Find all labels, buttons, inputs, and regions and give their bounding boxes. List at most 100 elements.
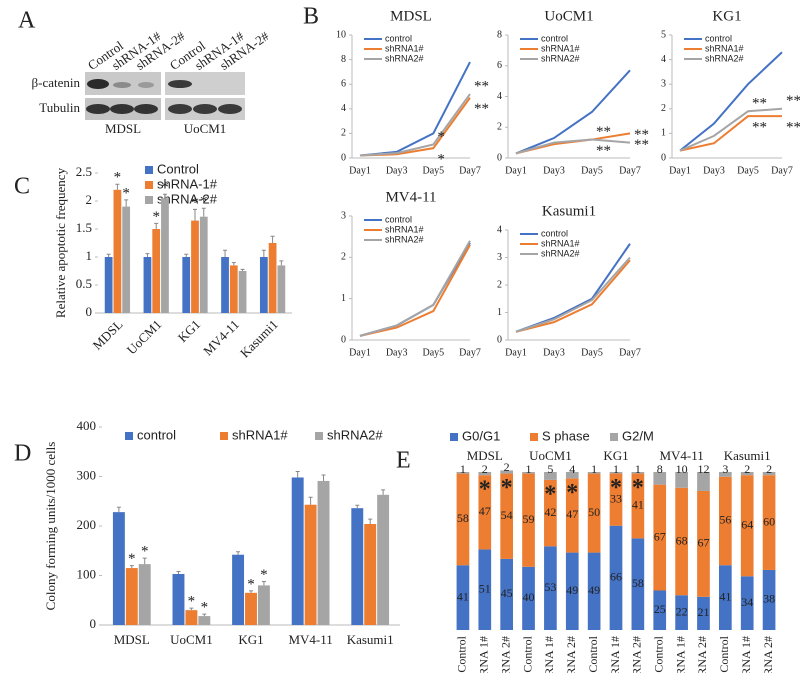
- bar-segment: [675, 472, 688, 488]
- x-tick-label: UoCM1: [124, 317, 165, 358]
- value-label: 25: [654, 602, 666, 616]
- error-bar: [240, 268, 245, 271]
- bar-segment: [544, 472, 557, 480]
- y-tick-label: 1.5: [76, 220, 92, 235]
- significance: **: [634, 137, 649, 153]
- legend-label: shRNA1#: [385, 43, 424, 53]
- line: [359, 97, 471, 157]
- x-tick-label: Control: [455, 635, 469, 672]
- value-label: 40: [523, 590, 535, 604]
- bar: [185, 610, 198, 625]
- panel-label: B: [303, 4, 319, 30]
- value-label: 38: [763, 592, 775, 606]
- bar-segment: [478, 475, 492, 550]
- y-tick-label: 0.5: [76, 276, 92, 291]
- line: [679, 107, 783, 152]
- error-bar: [381, 489, 386, 495]
- line: [515, 259, 631, 333]
- legend-label: shRNA2#: [541, 53, 580, 63]
- bar: [113, 189, 122, 313]
- bar-segment: [631, 472, 645, 474]
- error-bar: [308, 496, 313, 505]
- significance: *: [260, 567, 268, 583]
- bar: [138, 564, 151, 625]
- legend-swatch: [125, 432, 133, 440]
- blot-band: [113, 82, 131, 88]
- x-tick-label: MDSL: [114, 632, 150, 647]
- error-bar: [193, 208, 197, 221]
- bar-segment: [500, 473, 514, 559]
- y-tick-label: 300: [77, 467, 97, 482]
- line: [359, 61, 471, 157]
- error-bar: [202, 613, 207, 617]
- x-tick-label: Day7: [459, 347, 481, 358]
- bar: [268, 243, 277, 313]
- value-label: 67: [697, 536, 709, 550]
- y-tick-label: 10: [336, 29, 346, 40]
- value-label: 5: [547, 462, 553, 476]
- significance: *: [566, 480, 578, 506]
- blot-band: [138, 82, 154, 88]
- y-tick-label: 400: [77, 418, 97, 433]
- significance: **: [752, 120, 767, 136]
- chart-title: MV4-11: [385, 189, 436, 205]
- bar-segment: [565, 478, 579, 553]
- bar: [172, 574, 185, 625]
- error-bar: [223, 249, 228, 257]
- blot-cell-line: UoCM1: [184, 121, 227, 136]
- group-label: Kasumi1: [724, 448, 771, 463]
- bar: [229, 265, 238, 313]
- bar-segment: [675, 487, 688, 596]
- y-tick-label: 4: [661, 54, 666, 65]
- significance: **: [752, 96, 767, 112]
- bar-segment: [500, 558, 514, 630]
- x-tick-label: Kasumi1: [237, 317, 281, 361]
- value-label: 47: [479, 504, 491, 518]
- bar-segment: [697, 472, 710, 491]
- x-tick-label: shRNA 2#: [564, 636, 578, 673]
- bar: [277, 265, 286, 313]
- bar: [198, 616, 211, 625]
- y-tick-label: 200: [77, 517, 97, 532]
- x-tick-label: MV4-11: [288, 632, 332, 647]
- line: [359, 240, 471, 337]
- significance: **: [474, 101, 489, 117]
- bar: [161, 198, 169, 313]
- y-axis-label: Colony forming units/1000 cells: [43, 442, 58, 611]
- value-label: 59: [523, 512, 535, 526]
- significance: *: [201, 600, 209, 616]
- legend-label: shRNA2#: [385, 53, 424, 63]
- bar-segment: [565, 472, 579, 479]
- bar-segment: [718, 476, 732, 566]
- bar-segment: [522, 566, 535, 630]
- x-tick-label: shRNA 1#: [739, 636, 753, 673]
- error-bar: [115, 183, 120, 190]
- bar: [143, 257, 152, 313]
- bar-segment: [587, 473, 601, 553]
- value-label: 54: [501, 508, 513, 522]
- error-bar: [321, 474, 326, 481]
- x-tick-label: Control: [586, 635, 600, 672]
- blot-band: [86, 104, 110, 114]
- y-tick-label: 2.5: [76, 164, 92, 179]
- line: [359, 242, 471, 337]
- x-tick-label: Day3: [703, 165, 725, 176]
- value-label: 33: [610, 491, 622, 505]
- y-tick-label: 1: [86, 248, 93, 263]
- bar: [104, 257, 113, 313]
- x-tick-label: shRNA 1#: [608, 636, 622, 673]
- y-tick-label: 3: [497, 252, 502, 263]
- legend-swatch: [530, 433, 538, 441]
- bar-segment: [675, 595, 688, 630]
- significance: *: [128, 551, 136, 567]
- value-label: 2: [482, 462, 488, 476]
- line: [515, 138, 631, 155]
- x-tick-label: shRNA 1#: [673, 636, 687, 673]
- error-bar: [142, 557, 147, 565]
- x-tick-label: Day3: [386, 347, 408, 358]
- value-label: 47: [566, 507, 578, 521]
- error-bar: [261, 580, 266, 586]
- x-tick-label: Day1: [505, 347, 527, 358]
- blot-band: [110, 104, 134, 114]
- blot-band: [168, 104, 192, 114]
